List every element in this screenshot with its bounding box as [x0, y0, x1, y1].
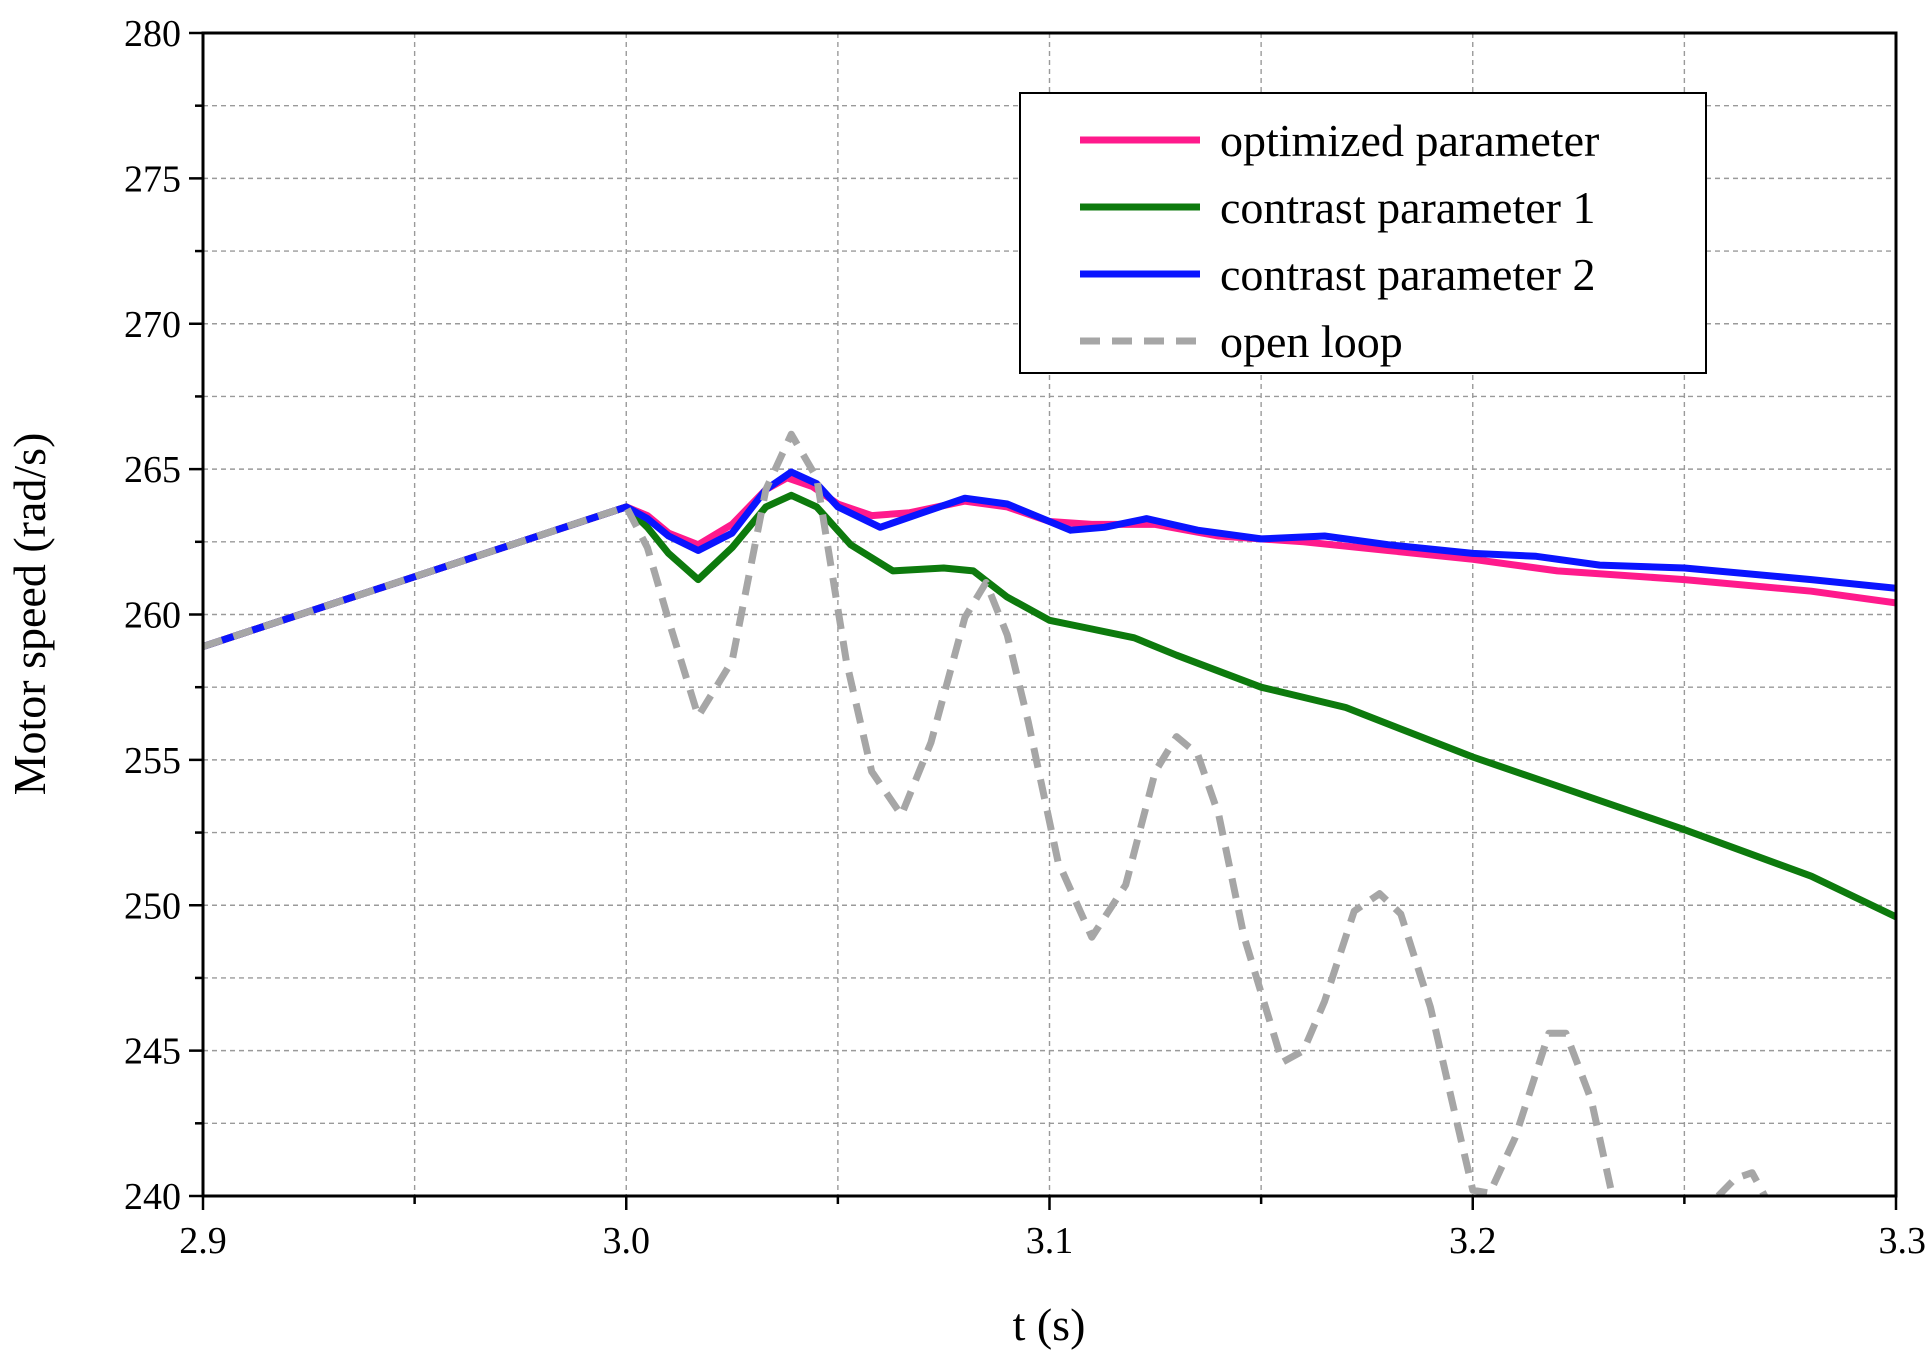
y-tick-label: 275	[124, 158, 181, 200]
series-line-contrast-parameter-1	[203, 491, 1896, 921]
x-tick-label: 3.2	[1449, 1220, 1497, 1262]
y-tick-label: 270	[124, 304, 181, 346]
series-line-open-loop	[203, 430, 1616, 1196]
legend-label: contrast parameter 2	[1220, 249, 1595, 300]
series-line-contrast-parameter-2	[203, 468, 1896, 650]
legend-label: open loop	[1220, 316, 1403, 367]
y-axis-title: Motor speed (rad/s)	[4, 433, 55, 796]
legend-label: optimized parameter	[1220, 115, 1599, 166]
series-group	[203, 430, 1896, 1196]
series-line-open-loop-tail	[1715, 1169, 1768, 1196]
x-tick-label: 3.1	[1026, 1220, 1074, 1262]
y-tick-label: 255	[124, 740, 181, 782]
x-axis-title: t (s)	[1013, 1299, 1086, 1350]
legend-label: contrast parameter 1	[1220, 182, 1595, 233]
x-tick-label: 2.9	[179, 1220, 227, 1262]
legend: optimized parameter contrast parameter 1 c…	[1019, 92, 1707, 374]
y-tick-label: 245	[124, 1031, 181, 1073]
x-tick-label: 3.3	[1879, 1220, 1927, 1262]
y-tick-label: 250	[124, 885, 181, 927]
x-tick-label: 3.0	[603, 1220, 651, 1262]
y-tick-label: 280	[124, 13, 181, 55]
axis-ticks: 240 245 250 255 260 265 270 275 280 2.9 3.0 3.1 3.2 3…	[124, 13, 1926, 1262]
y-tick-label: 240	[124, 1176, 181, 1218]
y-tick-label: 265	[124, 449, 181, 491]
y-tick-label: 260	[124, 595, 181, 637]
